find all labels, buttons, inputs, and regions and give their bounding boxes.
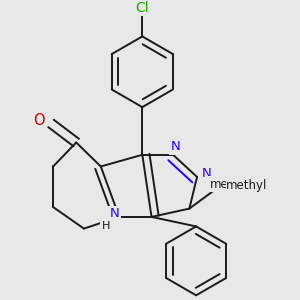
Text: N: N bbox=[110, 207, 119, 220]
Text: N: N bbox=[201, 167, 211, 180]
Text: O: O bbox=[34, 113, 45, 128]
Text: N: N bbox=[171, 140, 180, 153]
Text: Cl: Cl bbox=[136, 1, 149, 15]
Text: methyl: methyl bbox=[210, 178, 251, 190]
Text: methyl: methyl bbox=[226, 179, 268, 192]
Text: H: H bbox=[102, 221, 110, 231]
